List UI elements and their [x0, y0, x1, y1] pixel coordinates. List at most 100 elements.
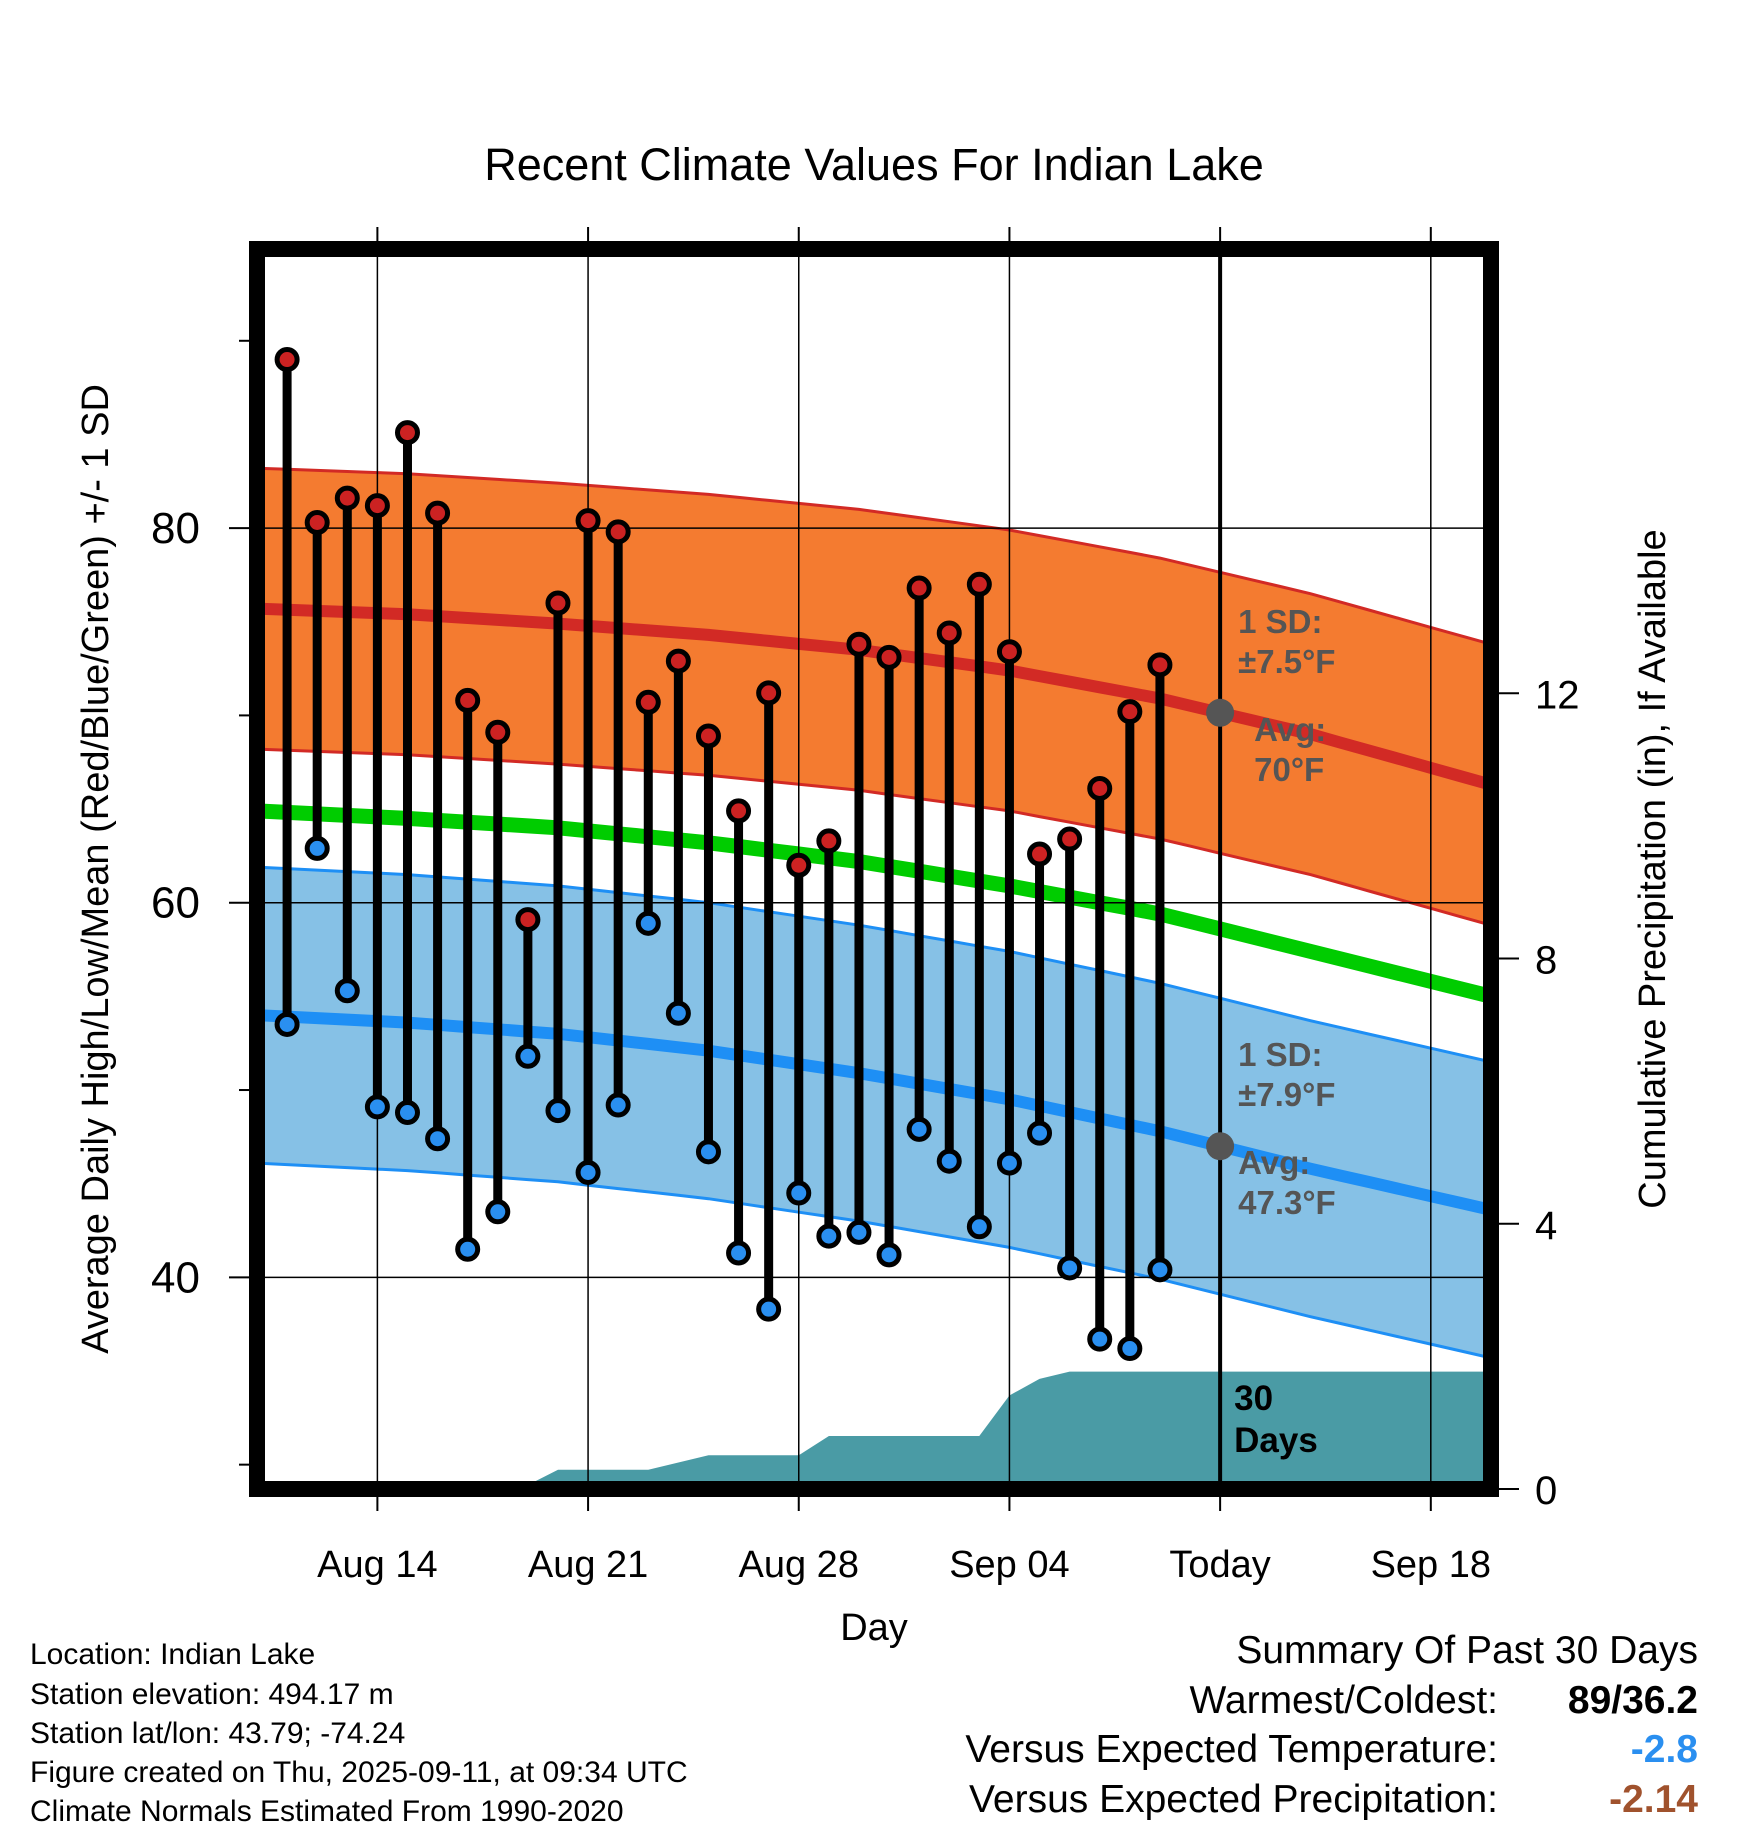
- daily-low-point: [635, 910, 661, 936]
- daily-high-point: [1117, 699, 1143, 725]
- low-sd-annotation-value: ±7.9°F: [1238, 1076, 1335, 1113]
- daily-low-point: [906, 1116, 932, 1142]
- days-annotation-label: Days: [1234, 1421, 1318, 1460]
- daily-low-point: [455, 1236, 481, 1262]
- daily-high-point: [846, 631, 872, 657]
- y-tick-label: 80: [151, 504, 200, 553]
- daily-low-point: [726, 1240, 752, 1266]
- daily-high-point: [364, 493, 390, 519]
- summary-precip-label: Versus Expected Precipitation:: [969, 1778, 1498, 1821]
- daily-high-point: [394, 420, 420, 446]
- daily-high-point: [1057, 826, 1083, 852]
- daily-low-point: [1057, 1255, 1083, 1281]
- precip-area: [257, 1371, 1491, 1489]
- daily-low-point: [394, 1100, 420, 1126]
- daily-high-point: [876, 644, 902, 670]
- x-tick-label: Sep 04: [949, 1544, 1069, 1586]
- y-tick-label: 60: [151, 879, 200, 928]
- low-avg-annotation-value: 47.3°F: [1238, 1184, 1336, 1221]
- chart-title: Recent Climate Values For Indian Lake: [484, 139, 1264, 190]
- y2-tick-label: 4: [1535, 1204, 1557, 1248]
- high-sd-annotation-title: 1 SD:: [1238, 603, 1322, 640]
- daily-low-point: [966, 1214, 992, 1240]
- x-tick-label: Aug 28: [739, 1544, 859, 1586]
- normal-high-line: [257, 602, 1491, 791]
- y2-tick-label: 0: [1535, 1469, 1557, 1513]
- low-sd-upper-edge: [257, 865, 1491, 1064]
- x-tick-label: Today: [1169, 1544, 1270, 1586]
- daily-low-point: [274, 1011, 300, 1037]
- summary-precip-value: -2.14: [1609, 1778, 1698, 1821]
- daily-low-point: [816, 1223, 842, 1249]
- high-avg-annotation-title: Avg:: [1254, 711, 1326, 748]
- high-sd-annotation-value: ±7.5°F: [1238, 643, 1335, 680]
- low-avg-annotation-title: Avg:: [1238, 1144, 1310, 1181]
- daily-low-point: [1027, 1120, 1053, 1146]
- daily-high-point: [485, 719, 511, 745]
- daily-high-point: [936, 620, 962, 646]
- daily-low-point: [334, 978, 360, 1004]
- daily-low-point: [936, 1148, 962, 1174]
- x-tick-label: Aug 14: [317, 1544, 437, 1586]
- daily-high-point: [1087, 775, 1113, 801]
- daily-low-point: [575, 1159, 601, 1185]
- daily-low-point: [425, 1126, 451, 1152]
- daily-high-point: [906, 575, 932, 601]
- daily-low-point: [515, 1043, 541, 1069]
- summary-title: Summary Of Past 30 Days: [1236, 1629, 1698, 1672]
- daily-high-point: [575, 508, 601, 534]
- daily-low-point: [605, 1092, 631, 1118]
- daily-high-point: [635, 689, 661, 715]
- daily-high-point: [695, 723, 721, 749]
- y2-axis-label: Cumulative Precipitation (in), If Availa…: [1632, 529, 1674, 1208]
- y-axis-label: Average Daily High/Low/Mean (Red/Blue/Gr…: [75, 384, 117, 1354]
- daily-high-point: [966, 571, 992, 597]
- low-sd-lower-edge: [257, 1161, 1491, 1360]
- daily-high-point: [1027, 841, 1053, 867]
- x-axis-label: Day: [840, 1607, 908, 1649]
- today-low-avg-marker: [1206, 1132, 1235, 1161]
- climate-normals-period: Climate Normals Estimated From 1990-2020: [30, 1795, 624, 1828]
- daily-high-point: [274, 347, 300, 373]
- daily-high-point: [455, 687, 481, 713]
- daily-low-point: [846, 1219, 872, 1245]
- daily-low-point: [756, 1296, 782, 1322]
- high-sd-lower-edge: [257, 747, 1491, 927]
- summary-temp-value: -2.8: [1630, 1728, 1698, 1771]
- daily-low-point: [485, 1199, 511, 1225]
- daily-high-point: [334, 485, 360, 511]
- daily-high-point: [425, 500, 451, 526]
- x-tick-label: Sep 18: [1371, 1544, 1491, 1586]
- daily-high-point: [996, 639, 1022, 665]
- high-sd-upper-edge: [257, 466, 1491, 646]
- high-sd-band: [257, 468, 1491, 926]
- summary-temp-label: Versus Expected Temperature:: [965, 1728, 1498, 1771]
- daily-high-point: [515, 907, 541, 933]
- summary-warmest-value: 89/36.2: [1567, 1679, 1698, 1722]
- daily-low-point: [364, 1094, 390, 1120]
- y2-tick-label: 12: [1535, 673, 1580, 717]
- daily-low-point: [665, 1000, 691, 1026]
- today-high-avg-marker: [1206, 698, 1235, 727]
- high-avg-annotation-value: 70°F: [1254, 751, 1324, 788]
- x-tick-label: Aug 21: [528, 1544, 648, 1586]
- figure-created: Figure created on Thu, 2025-09-11, at 09…: [30, 1756, 688, 1789]
- station-location: Location: Indian Lake: [30, 1638, 316, 1671]
- daily-low-point: [786, 1180, 812, 1206]
- days-annotation-number: 30: [1234, 1379, 1273, 1418]
- daily-low-point: [545, 1098, 571, 1124]
- y2-tick-label: 8: [1535, 939, 1557, 983]
- daily-high-point: [605, 519, 631, 545]
- daily-low-point: [1147, 1257, 1173, 1283]
- daily-low-point: [695, 1139, 721, 1165]
- normal-mean-line: [257, 803, 1491, 1004]
- daily-high-point: [726, 798, 752, 824]
- y-tick-label: 40: [151, 1253, 200, 1302]
- daily-high-point: [756, 680, 782, 706]
- normal-low-line: [257, 1009, 1491, 1216]
- daily-low-point: [1087, 1326, 1113, 1352]
- daily-low-point: [876, 1242, 902, 1268]
- daily-high-point: [665, 648, 691, 674]
- daily-high-point: [816, 828, 842, 854]
